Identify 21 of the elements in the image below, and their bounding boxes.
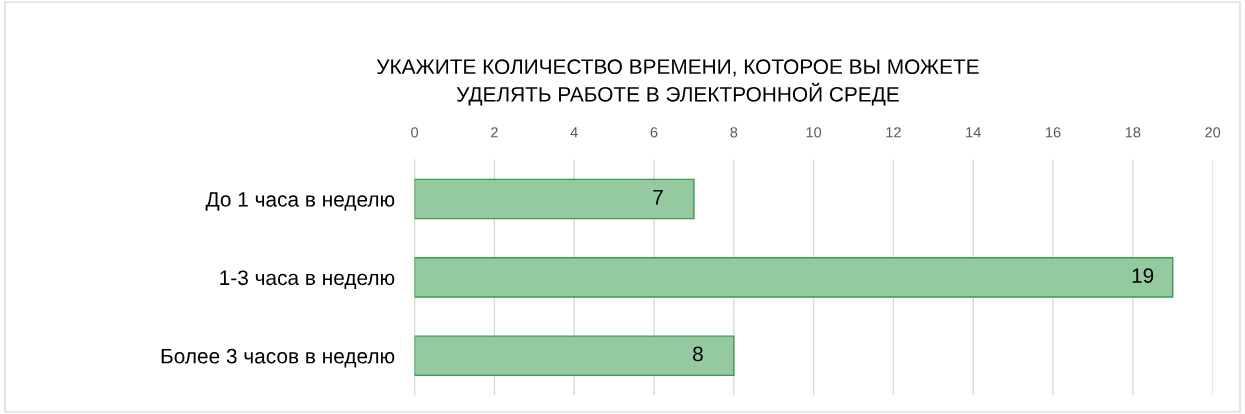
x-tick-label: 8: [730, 127, 738, 138]
bar: [414, 178, 695, 220]
chart-title: УКАЖИТЕ КОЛИЧЕСТВО ВРЕМЕНИ, КОТОРОЕ ВЫ МОЖЕТЕ УДЕЛЯТЬ РАБОТЕ В ЭЛЕКТРОННОЙ СРЕДЕ: [376, 59, 979, 106]
data-label: 19: [1132, 268, 1154, 283]
bar: [414, 257, 1174, 298]
x-tick-label: 16: [1046, 127, 1061, 138]
data-label: 7: [653, 190, 663, 205]
x-tick-label: 4: [570, 127, 578, 138]
bar: [414, 335, 735, 377]
x-tick-label: 20: [1205, 127, 1221, 138]
x-tick-label: 2: [491, 127, 498, 138]
y-tick-label: До 1 часа в неделю: [205, 192, 395, 211]
data-label: 8: [693, 346, 703, 362]
x-tick-label: 18: [1125, 127, 1141, 138]
x-tick-label: 14: [966, 127, 981, 138]
x-tick-label: 0: [411, 127, 419, 138]
x-tick-label: 12: [886, 127, 901, 138]
x-tick-label: 6: [650, 127, 658, 138]
y-tick-label: Более 3 часов в неделю: [161, 348, 395, 368]
y-tick-label: 1-3 часа в неделю: [220, 270, 395, 290]
x-tick-label: 10: [806, 127, 822, 138]
